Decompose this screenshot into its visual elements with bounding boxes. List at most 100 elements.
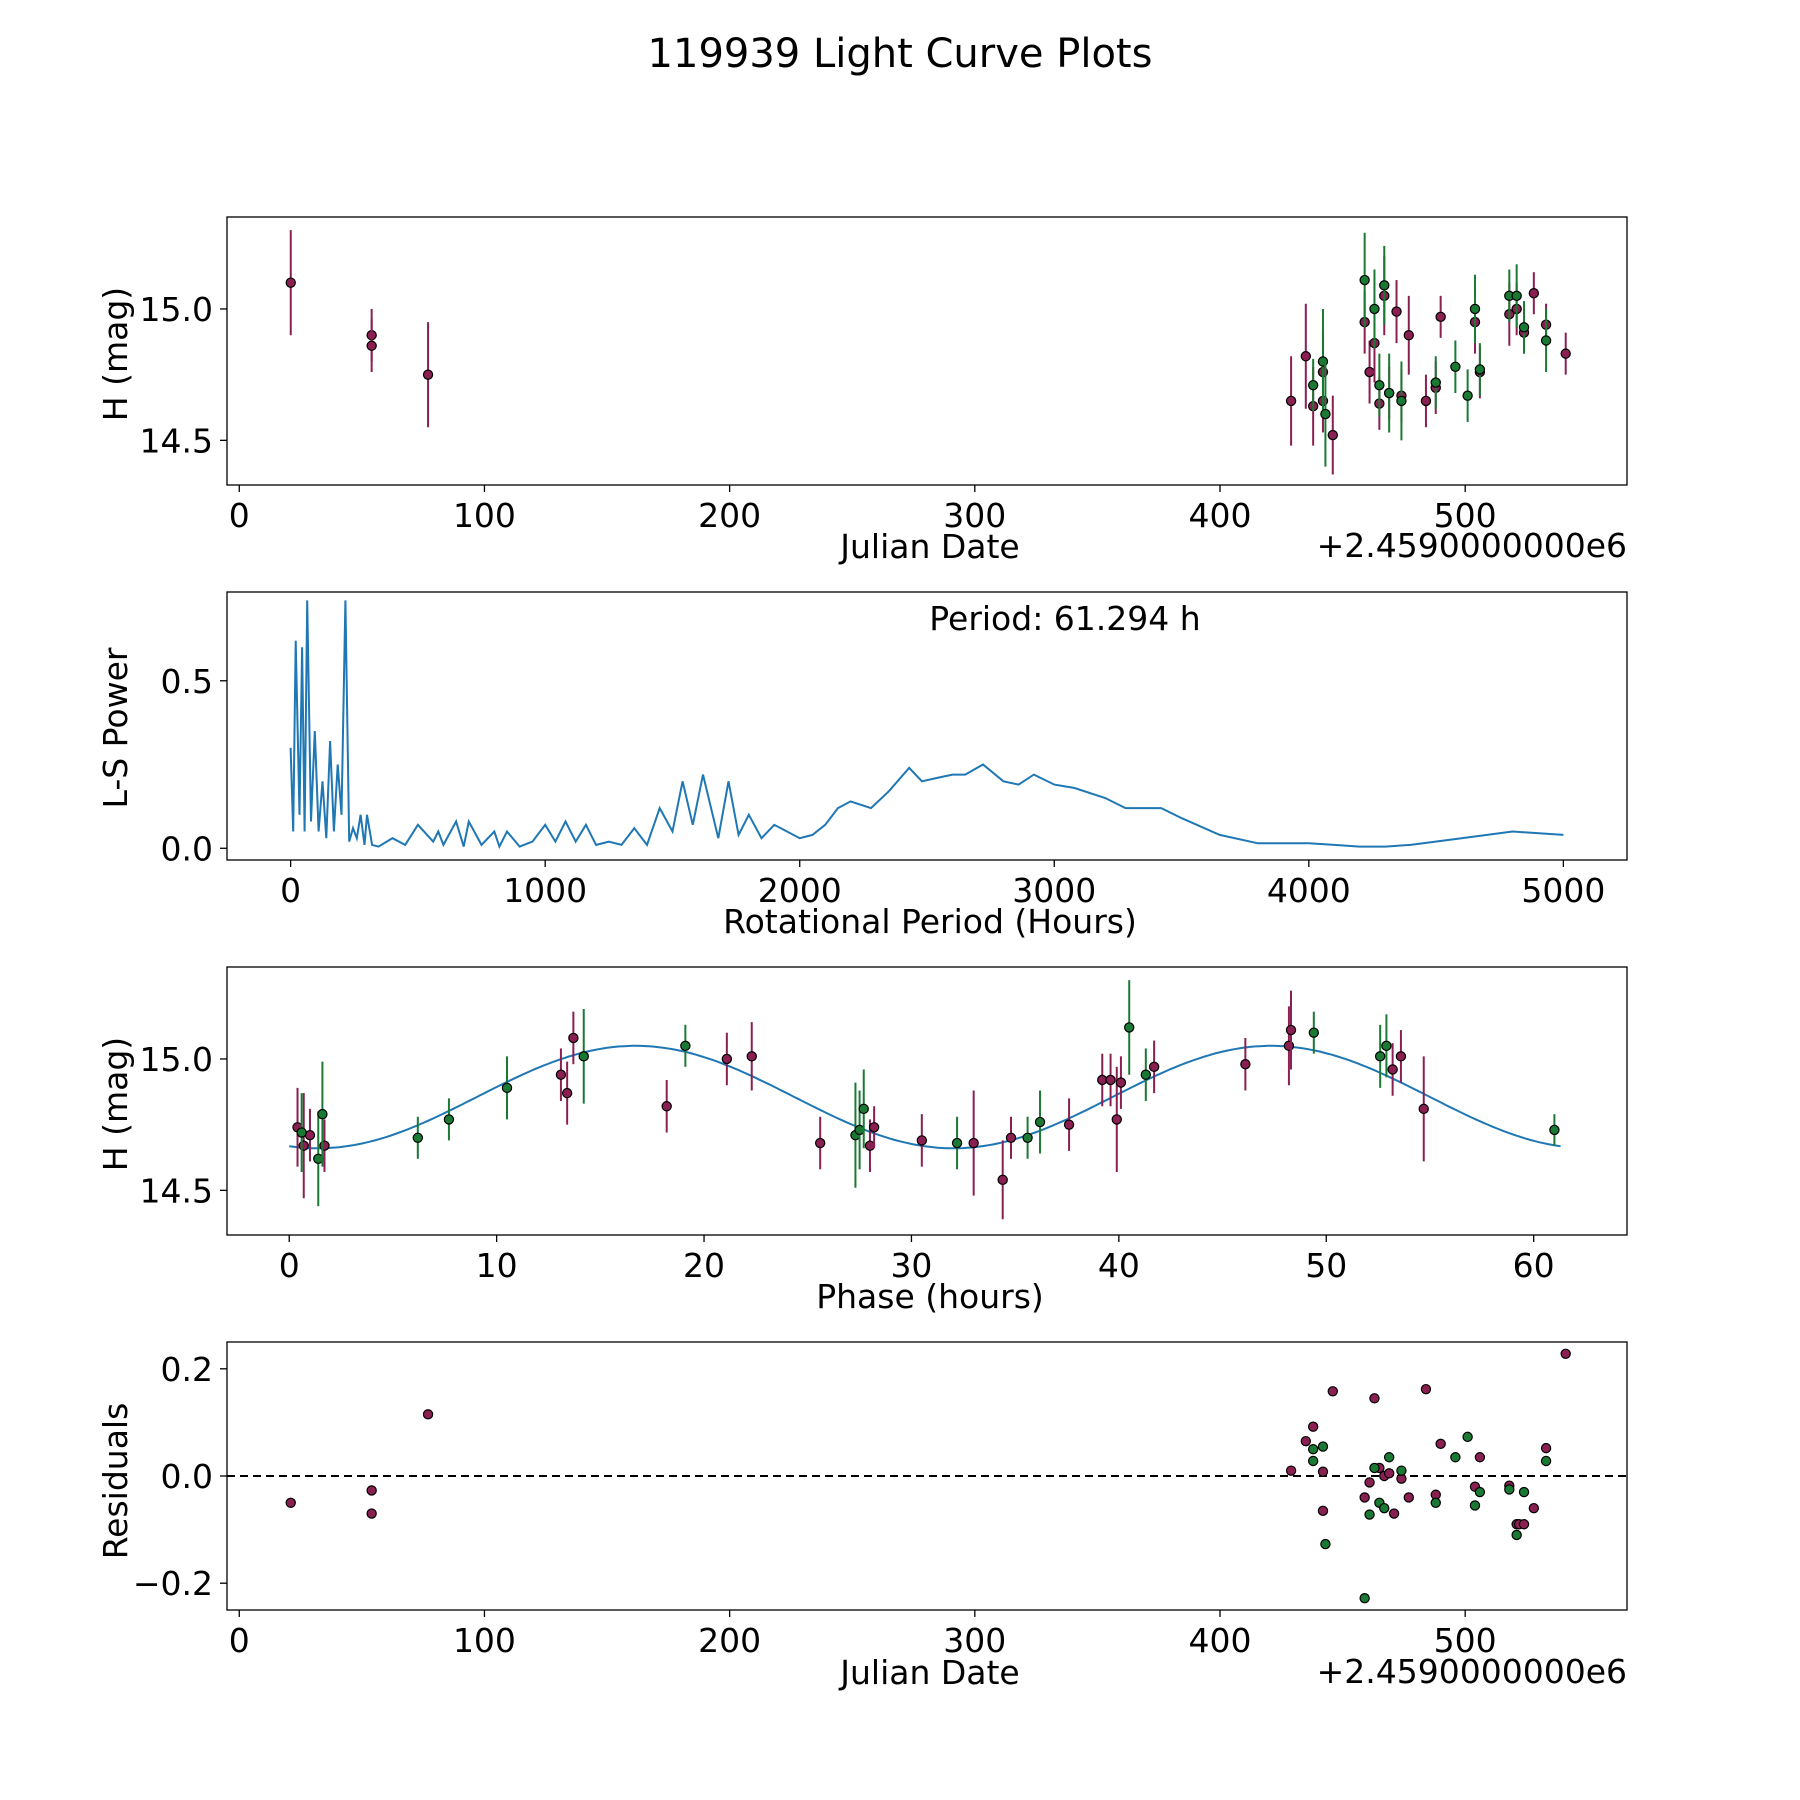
x-tick-label: 4000 xyxy=(1267,871,1351,910)
xlabel-phased: Phase (hours) xyxy=(816,1277,1044,1316)
data-point xyxy=(951,1137,963,1149)
data-point xyxy=(1474,1486,1486,1498)
series-green xyxy=(1307,1431,1552,1604)
x-tick-label: 1000 xyxy=(503,871,587,910)
data-point xyxy=(1063,1119,1075,1130)
data-point xyxy=(1396,1465,1407,1476)
series-green xyxy=(1307,232,1552,467)
data-point xyxy=(1379,280,1390,291)
x-tick-label: 300 xyxy=(943,496,1006,535)
data-point xyxy=(1307,1443,1319,1455)
data-point xyxy=(1300,351,1312,362)
x-tick-label: 2000 xyxy=(758,871,842,910)
offset-label-residuals: +2.4590000000e6 xyxy=(1317,1652,1627,1691)
data-point xyxy=(1560,1348,1571,1359)
data-point xyxy=(1511,290,1522,302)
data-point xyxy=(968,1137,979,1149)
data-point xyxy=(1307,1455,1319,1467)
data-point xyxy=(285,277,296,288)
x-tick-label: 0 xyxy=(229,496,250,535)
x-tick-label: 400 xyxy=(1188,1621,1251,1660)
data-point xyxy=(561,1087,573,1099)
data-point xyxy=(1528,1502,1540,1514)
data-point xyxy=(568,1032,579,1044)
x-tick-label: 400 xyxy=(1188,496,1251,535)
data-point xyxy=(1469,1500,1481,1511)
x-tick-label: 60 xyxy=(1513,1246,1555,1285)
y-tick-label: 0.0 xyxy=(161,1457,213,1496)
plot-frame xyxy=(226,966,1628,1236)
data-point xyxy=(1148,1061,1160,1073)
data-point xyxy=(578,1051,589,1062)
figure-title: 119939 Light Curve Plots xyxy=(648,31,1153,77)
data-point xyxy=(1383,387,1395,399)
data-point xyxy=(680,1040,691,1052)
plot-frame xyxy=(226,216,1628,486)
data-point xyxy=(661,1101,672,1112)
data-point xyxy=(1364,1509,1375,1520)
data-point xyxy=(1396,395,1407,407)
data-point xyxy=(814,1137,826,1149)
x-tick-label: 10 xyxy=(476,1246,518,1285)
data-point xyxy=(1285,1465,1297,1476)
data-point xyxy=(1435,311,1446,323)
data-point xyxy=(1395,1051,1407,1062)
data-point xyxy=(1403,330,1414,341)
x-tick-label: 3000 xyxy=(1012,871,1096,910)
y-tick-label: 15.0 xyxy=(140,1040,213,1079)
data-point xyxy=(1518,1519,1530,1530)
data-point xyxy=(1474,1452,1486,1463)
data-point xyxy=(916,1135,928,1146)
xlabel-residuals: Julian Date xyxy=(838,1653,1020,1692)
data-point xyxy=(1285,395,1297,407)
data-point xyxy=(1317,1505,1329,1517)
data-point xyxy=(1034,1116,1046,1128)
data-point xyxy=(366,1508,377,1519)
xlabel-lightcurve: Julian Date xyxy=(838,527,1020,566)
data-point xyxy=(412,1132,424,1143)
data-point xyxy=(1450,361,1461,372)
ylabel-lightcurve: H (mag) xyxy=(96,287,135,421)
data-point xyxy=(997,1174,1008,1186)
data-point xyxy=(1540,335,1552,346)
x-tick-label: 300 xyxy=(943,1621,1006,1660)
data-point xyxy=(1430,1497,1441,1509)
data-point xyxy=(1374,1051,1386,1062)
data-point xyxy=(1140,1069,1152,1080)
x-tick-label: 50 xyxy=(1305,1246,1347,1285)
data-point xyxy=(1317,1466,1329,1477)
data-point xyxy=(1379,1502,1390,1514)
data-point xyxy=(1369,303,1380,315)
x-tick-label: 0 xyxy=(280,871,301,910)
data-point xyxy=(1549,1124,1560,1136)
data-point xyxy=(1450,1452,1461,1463)
data-point xyxy=(443,1114,455,1125)
data-point xyxy=(1504,1484,1515,1495)
period-annotation: Period: 61.294 h xyxy=(929,599,1200,638)
data-point xyxy=(1511,1529,1522,1541)
y-tick-label: 0.2 xyxy=(161,1350,213,1389)
series-purple xyxy=(285,1348,1571,1530)
data-point xyxy=(1518,1486,1530,1498)
ylabel-residuals: Residuals xyxy=(96,1403,135,1560)
data-point xyxy=(1540,1455,1552,1467)
data-point xyxy=(1540,1442,1552,1454)
data-point xyxy=(1320,1538,1331,1550)
data-point xyxy=(1474,364,1486,375)
data-point xyxy=(1300,1435,1312,1447)
y-tick-label: 14.5 xyxy=(140,421,213,460)
data-point xyxy=(1022,1132,1033,1143)
x-tick-label: 100 xyxy=(453,496,516,535)
x-tick-label: 40 xyxy=(1098,1246,1140,1285)
data-point xyxy=(501,1082,513,1094)
data-point xyxy=(721,1053,733,1065)
data-point xyxy=(1105,1074,1116,1086)
series-green xyxy=(296,980,1560,1207)
series-purple xyxy=(292,990,1429,1220)
data-point xyxy=(1327,1386,1338,1397)
x-tick-label: 500 xyxy=(1434,496,1497,535)
data-point xyxy=(296,1127,307,1138)
plot-frame xyxy=(226,591,1628,861)
y-tick-label: 15.0 xyxy=(140,290,213,329)
